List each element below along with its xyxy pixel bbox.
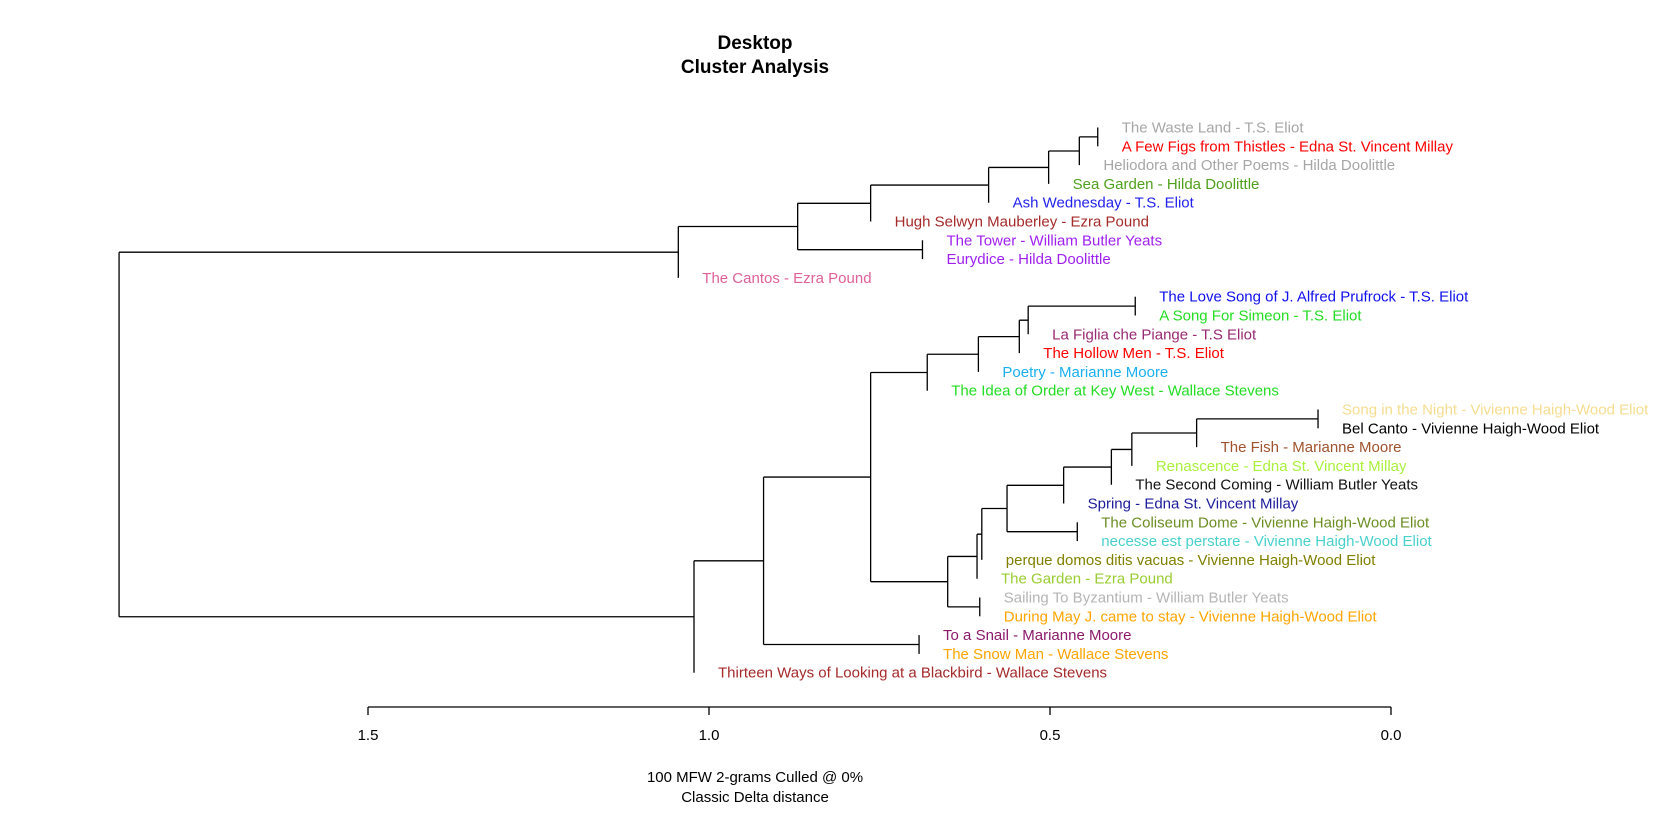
chart-title-line-2: Cluster Analysis bbox=[681, 57, 829, 78]
leaf-label: A Song For Simeon - T.S. Eliot bbox=[1159, 308, 1362, 325]
dendrogram-branches bbox=[118, 127, 1319, 673]
leaf-label: During May J. came to stay - Vivienne Ha… bbox=[1004, 608, 1378, 625]
leaf-label: Renascence - Edna St. Vincent Millay bbox=[1156, 458, 1407, 475]
leaf-label: Bel Canto - Vivienne Haigh-Wood Eliot bbox=[1342, 420, 1600, 437]
leaf-label: Hugh Selwyn Mauberley - Ezra Pound bbox=[895, 214, 1149, 231]
leaf-label: The Second Coming - William Butler Yeats bbox=[1135, 477, 1418, 494]
leaf-label: The Snow Man - Wallace Stevens bbox=[943, 646, 1168, 663]
leaf-label: Poetry - Marianne Moore bbox=[1002, 364, 1168, 381]
dendrogram-merge bbox=[1110, 448, 1132, 485]
leaf-label: A Few Figs from Thistles - Edna St. Vinc… bbox=[1122, 138, 1454, 155]
dendrogram-merge bbox=[1027, 305, 1136, 335]
dendrogram-merge bbox=[118, 251, 694, 618]
x-axis-tick-label: 1.5 bbox=[358, 727, 379, 744]
chart-title-line-1: Desktop bbox=[718, 33, 793, 54]
x-axis-tick-label: 0.0 bbox=[1381, 727, 1402, 744]
x-axis: 1.5 1.0 0.5 0.0 bbox=[358, 706, 1402, 744]
leaf-label: The Coliseum Dome - Vivienne Haigh-Wood … bbox=[1101, 514, 1430, 531]
leaf-label: Ash Wednesday - T.S. Eliot bbox=[1013, 195, 1195, 212]
dendrogram-merge bbox=[869, 371, 948, 583]
dendrogram-merge bbox=[1047, 150, 1080, 184]
leaf-label: The Love Song of J. Alfred Prufrock - T.… bbox=[1159, 289, 1469, 306]
leaf-label: perque domos ditis vacuas - Vivienne Hai… bbox=[1006, 552, 1376, 569]
dendrogram-merge bbox=[762, 476, 920, 646]
dendrogram-merge bbox=[693, 560, 764, 673]
x-axis-tick-label: 1.0 bbox=[699, 727, 720, 744]
leaf-label: The Tower - William Butler Yeats bbox=[946, 232, 1162, 249]
leaf-label: The Idea of Order at Key West - Wallace … bbox=[951, 383, 1279, 400]
leaf-label: Sailing To Byzantium - William Butler Ye… bbox=[1004, 590, 1289, 607]
dendrogram-merge bbox=[981, 507, 1008, 560]
dendrogram-merge bbox=[976, 533, 982, 579]
leaf-label: The Cantos - Ezra Pound bbox=[702, 270, 871, 287]
leaf-label: To a Snail - Marianne Moore bbox=[943, 627, 1131, 644]
dendrogram-merge bbox=[1018, 319, 1029, 354]
dendrogram-merge bbox=[1006, 484, 1078, 533]
leaf-label: Eurydice - Hilda Doolittle bbox=[946, 251, 1110, 268]
leaf-label: Song in the Night - Vivienne Haigh-Wood … bbox=[1342, 402, 1649, 419]
leaf-label: Sea Garden - Hilda Doolittle bbox=[1073, 176, 1260, 193]
dendrogram-merge bbox=[947, 555, 980, 608]
leaf-label: Spring - Edna St. Vincent Millay bbox=[1088, 496, 1299, 513]
leaf-label: The Garden - Ezra Pound bbox=[1001, 571, 1173, 588]
leaf-label: necesse est perstare - Vivienne Haigh-Wo… bbox=[1101, 533, 1432, 550]
chart-subtitle-line-1: 100 MFW 2-grams Culled @ 0% bbox=[647, 769, 863, 786]
dendrogram-merge bbox=[1078, 136, 1098, 166]
leaf-label: The Fish - Marianne Moore bbox=[1221, 439, 1402, 456]
leaf-label: The Hollow Men - T.S. Eliot bbox=[1043, 345, 1224, 362]
leaf-label: Heliodora and Other Poems - Hilda Doolit… bbox=[1103, 157, 1395, 174]
chart-subtitle-line-2: Classic Delta distance bbox=[681, 789, 829, 806]
leaf-label: La Figlia che Piange - T.S Eliot bbox=[1052, 326, 1257, 343]
x-axis-tick-label: 0.5 bbox=[1040, 727, 1061, 744]
leaf-label: The Waste Land - T.S. Eliot bbox=[1122, 120, 1305, 137]
leaf-label: Thirteen Ways of Looking at a Blackbird … bbox=[718, 665, 1107, 682]
